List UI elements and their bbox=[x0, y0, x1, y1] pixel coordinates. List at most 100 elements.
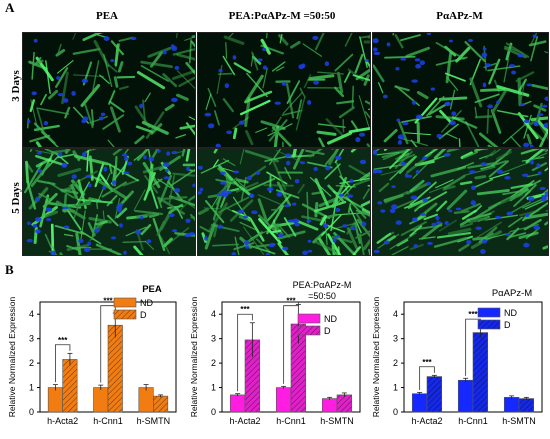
cell-nucleus bbox=[365, 59, 369, 62]
x-category-label: h-Acta2 bbox=[411, 416, 442, 426]
micrograph-canvas bbox=[198, 149, 370, 255]
bar-d bbox=[153, 396, 168, 412]
cell-nucleus bbox=[480, 249, 486, 254]
bar-nd bbox=[230, 395, 245, 412]
cell-nucleus bbox=[99, 116, 104, 120]
cell-nucleus bbox=[226, 130, 232, 134]
cell-nucleus bbox=[127, 162, 132, 166]
cell-nucleus bbox=[208, 123, 214, 128]
legend-label-d: D bbox=[140, 310, 147, 320]
cell-nucleus bbox=[122, 153, 127, 156]
cell-nucleus bbox=[35, 229, 41, 233]
cell-nucleus bbox=[34, 39, 38, 43]
cell-nucleus bbox=[391, 204, 397, 209]
cell-nucleus bbox=[204, 236, 208, 241]
cell-nucleus bbox=[63, 98, 69, 103]
cell-nucleus bbox=[140, 216, 144, 219]
cell-nucleus bbox=[517, 54, 523, 58]
bar-nd bbox=[48, 388, 63, 412]
cell-nucleus bbox=[451, 111, 456, 116]
cell-nucleus bbox=[286, 161, 290, 166]
cell-nucleus bbox=[307, 100, 311, 105]
cell-nucleus bbox=[245, 246, 249, 249]
cell-nucleus bbox=[262, 48, 266, 51]
cell-fiber bbox=[476, 177, 485, 178]
cell-nucleus bbox=[256, 171, 260, 175]
cell-nucleus bbox=[435, 216, 439, 221]
cell-nucleus bbox=[282, 82, 287, 86]
cell-nucleus bbox=[119, 223, 123, 227]
cell-nucleus bbox=[251, 210, 258, 214]
cell-nucleus bbox=[416, 170, 420, 174]
cell-nucleus bbox=[185, 219, 190, 223]
cell-fiber bbox=[481, 89, 506, 90]
cell-nucleus bbox=[46, 218, 51, 221]
cell-nucleus bbox=[163, 162, 170, 167]
y-tick-label: 0 bbox=[393, 407, 398, 417]
cell-nucleus bbox=[171, 46, 177, 51]
cell-nucleus bbox=[422, 156, 427, 160]
cell-nucleus bbox=[218, 69, 222, 73]
legend-swatch-d bbox=[478, 320, 500, 329]
bar-d bbox=[473, 333, 488, 412]
cell-nucleus bbox=[238, 210, 244, 214]
cell-nucleus bbox=[530, 160, 534, 165]
bar-nd bbox=[139, 388, 154, 412]
cell-nucleus bbox=[351, 227, 357, 231]
cell-nucleus bbox=[292, 202, 296, 205]
cell-nucleus bbox=[104, 167, 108, 172]
cell-nucleus bbox=[411, 79, 418, 82]
cell-nucleus bbox=[184, 234, 191, 237]
cell-nucleus bbox=[395, 67, 399, 70]
cell-nucleus bbox=[468, 39, 473, 42]
cell-nucleus bbox=[72, 174, 77, 179]
cell-nucleus bbox=[520, 103, 525, 106]
cell-nucleus bbox=[84, 248, 91, 252]
cell-fiber bbox=[487, 110, 488, 133]
cell-nucleus bbox=[391, 185, 395, 188]
cell-nucleus bbox=[528, 196, 534, 201]
micrograph-paapz-3-days bbox=[372, 32, 549, 148]
cell-nucleus bbox=[359, 133, 365, 137]
cell-nucleus bbox=[247, 176, 252, 181]
significance-stars: *** bbox=[422, 358, 432, 367]
cell-fiber bbox=[234, 129, 236, 138]
cell-nucleus bbox=[112, 180, 116, 185]
cell-fiber bbox=[283, 142, 284, 147]
cell-nucleus bbox=[263, 66, 267, 70]
cell-nucleus bbox=[448, 210, 452, 213]
cell-nucleus bbox=[335, 208, 340, 212]
cell-nucleus bbox=[118, 203, 123, 207]
cell-nucleus bbox=[124, 156, 128, 161]
cell-nucleus bbox=[396, 119, 400, 122]
cell-nucleus bbox=[148, 156, 154, 161]
x-category-label: h-Cnn1 bbox=[458, 416, 488, 426]
micrograph-canvas bbox=[373, 149, 548, 255]
cell-nucleus bbox=[186, 166, 190, 170]
micrograph-pea-3-days bbox=[22, 32, 196, 148]
chart-title: =50:50 bbox=[308, 291, 336, 301]
cell-nucleus bbox=[426, 182, 431, 185]
cell-nucleus bbox=[198, 166, 203, 170]
cell-nucleus bbox=[157, 149, 161, 152]
cell-nucleus bbox=[538, 113, 544, 116]
row-header-3-days: 3 Days bbox=[10, 61, 22, 111]
y-tick-label: 3 bbox=[29, 334, 34, 344]
cell-nucleus bbox=[82, 152, 87, 157]
cell-fiber bbox=[226, 43, 227, 58]
cell-nucleus bbox=[355, 137, 360, 142]
cell-fiber bbox=[118, 77, 134, 78]
y-tick-label: 0 bbox=[29, 407, 34, 417]
cell-nucleus bbox=[32, 224, 37, 228]
cell-nucleus bbox=[360, 160, 366, 164]
cell-nucleus bbox=[164, 176, 170, 179]
cell-nucleus bbox=[143, 155, 147, 159]
cell-nucleus bbox=[165, 169, 169, 173]
cell-fiber bbox=[26, 162, 27, 182]
cell-nucleus bbox=[398, 134, 405, 139]
legend-label-d: D bbox=[324, 326, 331, 336]
cell-nucleus bbox=[62, 206, 69, 209]
cell-nucleus bbox=[400, 58, 406, 61]
cell-nucleus bbox=[509, 64, 516, 67]
